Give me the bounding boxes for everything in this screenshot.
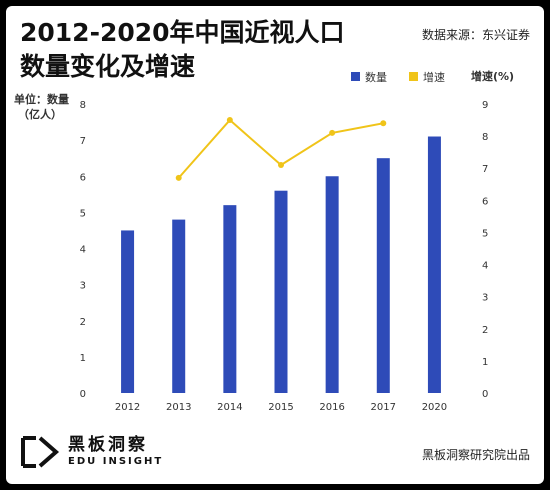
x-axis-tick-label: 2020 — [422, 402, 447, 413]
x-axis-tick-label: 2015 — [268, 402, 293, 413]
left-axis-tick-label: 1 — [80, 353, 86, 364]
left-axis-tick-label: 0 — [80, 389, 86, 400]
brand-name-cn: 黑板洞察 — [68, 435, 148, 455]
growth-point — [226, 117, 233, 124]
title-line-2: 数量变化及增速 — [20, 52, 196, 81]
bar — [427, 136, 441, 393]
legend-label-count: 数量 — [365, 71, 387, 84]
legend-swatch-growth — [409, 72, 418, 81]
brand-block: 黑板洞察 EDU INSIGHT — [20, 434, 163, 470]
right-axis-tick-label: 5 — [482, 228, 488, 239]
left-axis-tick-label: 3 — [80, 281, 86, 292]
growth-line — [177, 118, 384, 179]
left-axis-tick-label: 5 — [80, 208, 86, 219]
bar — [172, 219, 186, 393]
legend-swatch-count — [351, 72, 360, 81]
combo-chart: 数量 增速 单位：数量 （亿人） 增速(%) 0 1 2 3 4 5 6 7 8 0 1 2 3 4 5 6 7… — [14, 69, 514, 413]
right-axis-tick-label: 6 — [482, 196, 488, 207]
right-axis-tick-label: 2 — [482, 325, 488, 336]
right-axis-tick-label: 9 — [482, 100, 488, 111]
x-axis-tick-label: 2017 — [371, 402, 396, 413]
bar — [274, 190, 288, 393]
left-axis-tick-label: 7 — [80, 136, 86, 147]
right-axis-label: 增速(%) — [471, 69, 514, 83]
bar — [121, 230, 135, 393]
bar — [376, 158, 390, 393]
right-axis-tick-label: 1 — [482, 357, 488, 368]
left-axis-label-line-1: 单位：数量 — [14, 92, 69, 106]
left-axis-label-line-2: （亿人） — [18, 107, 62, 121]
bar — [325, 176, 339, 393]
x-axis-tick-label: 2014 — [217, 402, 242, 413]
growth-point — [329, 129, 336, 136]
right-axis-tick-label: 8 — [482, 132, 488, 143]
growth-point — [380, 120, 387, 127]
chart-title: 2012-2020年中国近视人口 数量变化及增速 — [20, 16, 345, 84]
right-axis-tick-label: 0 — [482, 389, 488, 400]
right-axis-tick-label: 3 — [482, 293, 488, 304]
left-axis-tick-label: 4 — [80, 245, 86, 256]
right-axis-tick-label: 4 — [482, 261, 488, 272]
right-axis-tick-label: 7 — [482, 164, 488, 175]
brand-name-en: EDU INSIGHT — [68, 456, 164, 467]
growth-point — [175, 174, 182, 181]
legend: 数量 增速 — [351, 70, 445, 84]
left-axis-tick-label: 2 — [80, 317, 86, 328]
x-axis-tick-label: 2012 — [115, 402, 140, 413]
title-line-1: 2012-2020年中国近视人口 — [20, 18, 345, 47]
legend-label-growth: 增速 — [423, 70, 445, 84]
publisher-credit: 黑板洞察研究院出品 — [421, 448, 530, 462]
data-source: 数据来源：东兴证券 — [421, 28, 530, 42]
plot-area: 0 1 2 3 4 5 6 7 8 0 1 2 3 4 5 6 7 8 9 2012 2013 2014 2015 2016 2… — [80, 100, 489, 413]
growth-point — [278, 162, 284, 169]
brand-logo-icon — [21, 436, 60, 468]
left-axis-tick-label: 8 — [80, 100, 86, 111]
left-axis-tick-label: 6 — [80, 172, 86, 183]
bar — [223, 205, 237, 393]
x-axis-tick-label: 2016 — [319, 402, 344, 413]
chart-card: 2012-2020年中国近视人口 数量变化及增速 数据来源：东兴证券 数量 增速… — [6, 6, 544, 484]
x-axis-tick-label: 2013 — [166, 402, 191, 413]
